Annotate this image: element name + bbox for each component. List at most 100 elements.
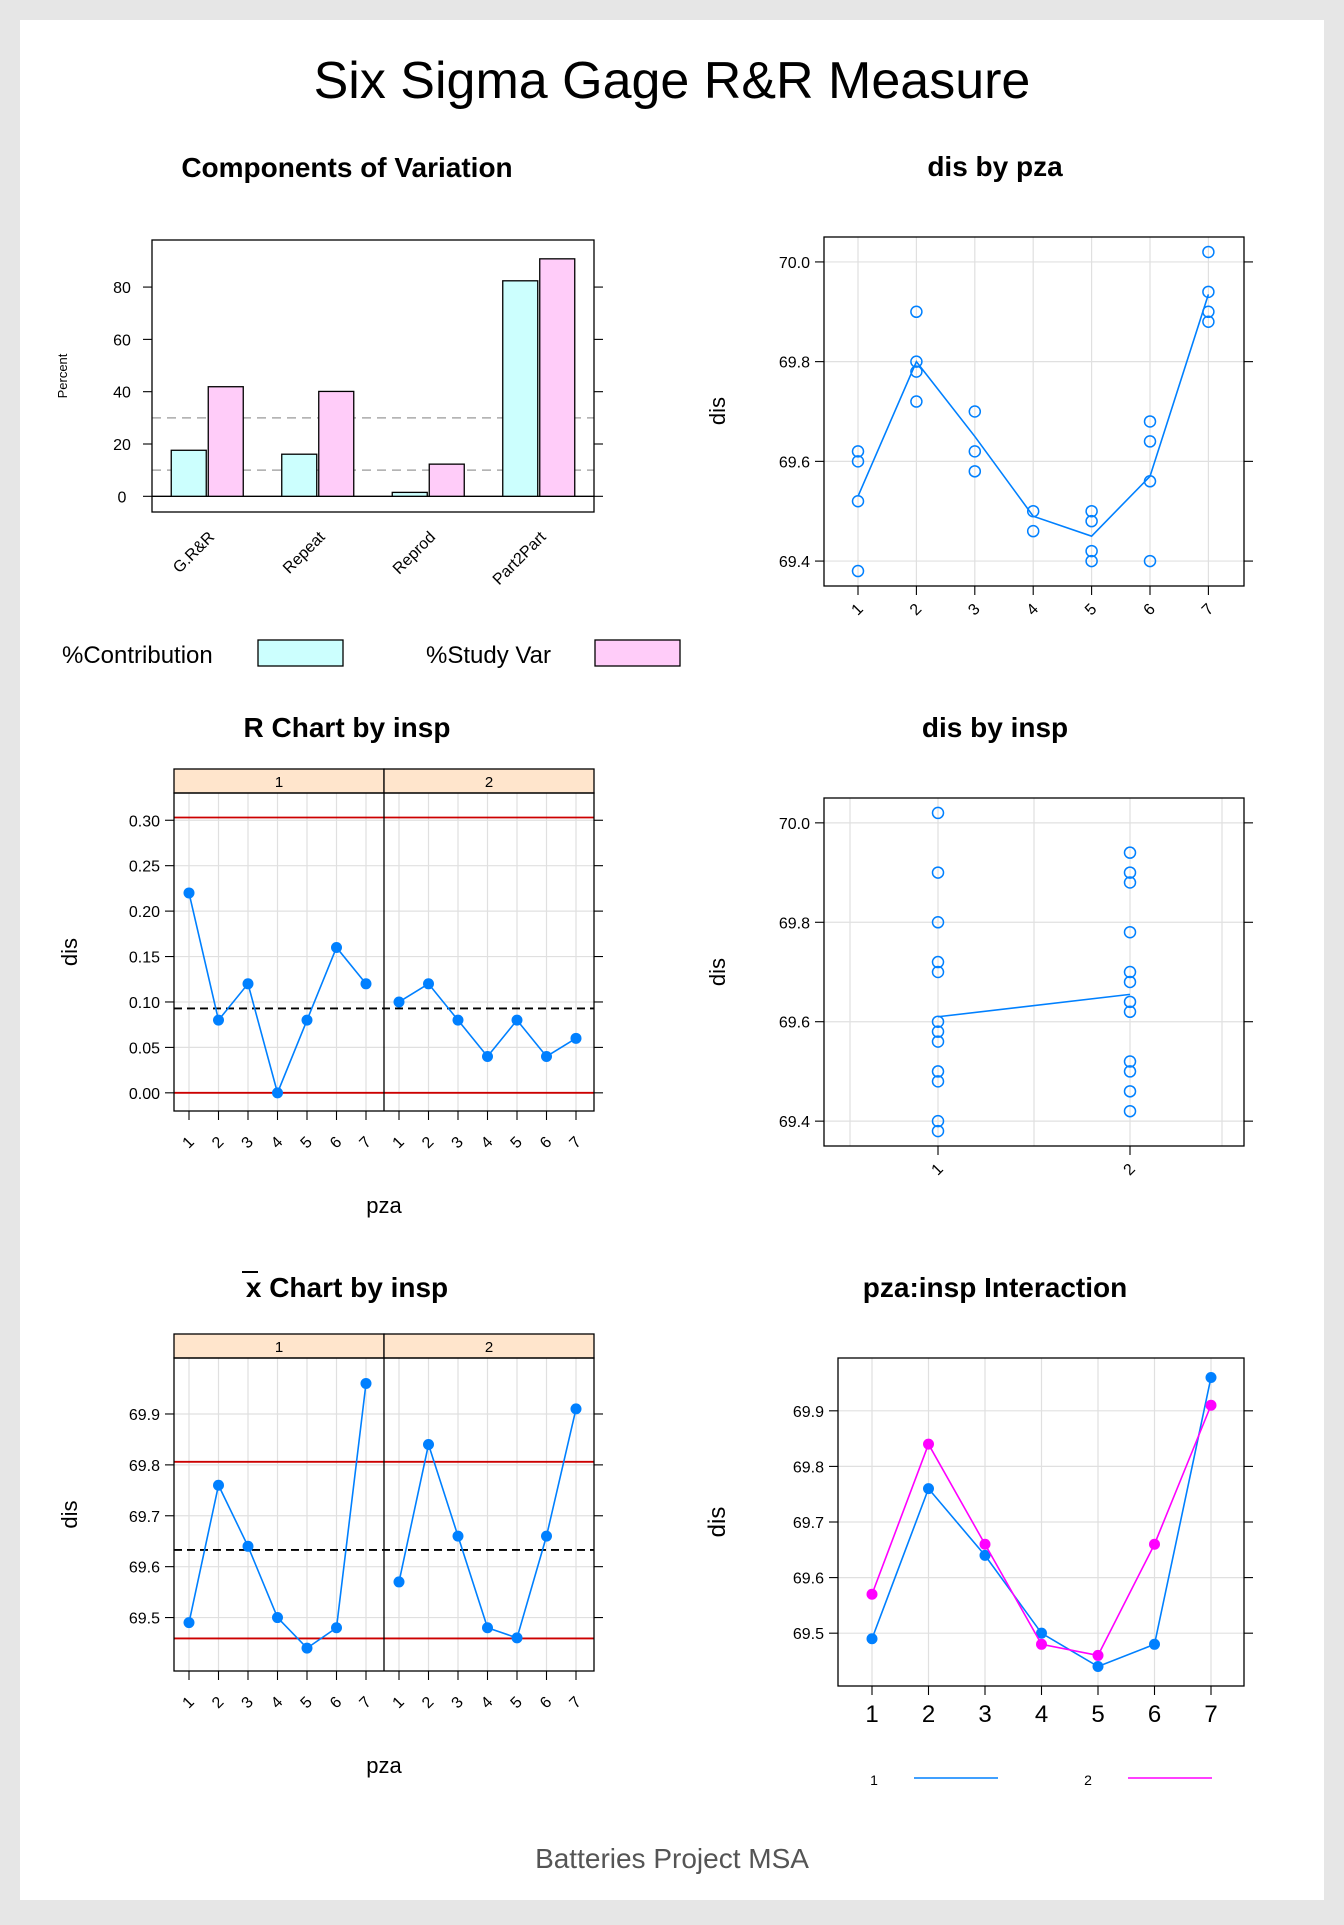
y-tick-label: 69.5 [793, 1626, 824, 1643]
data-point [452, 1530, 464, 1542]
bar-study-var [318, 390, 355, 497]
data-point [1123, 1085, 1137, 1098]
data-point [511, 1014, 523, 1026]
data-point [931, 1015, 945, 1028]
data-point [541, 1050, 552, 1062]
bar-contribution [281, 453, 318, 497]
y-tick-label: 80 [113, 280, 131, 297]
data-point [979, 1549, 991, 1561]
chart-title: dis by insp [922, 712, 1068, 743]
page-background [20, 20, 1324, 1900]
legend-label-series-1: 1 [870, 1772, 878, 1788]
data-point [1205, 1399, 1217, 1411]
data-point [1143, 435, 1157, 448]
data-point [511, 1632, 523, 1644]
data-point [301, 1014, 313, 1026]
y-axis-label: dis [705, 958, 730, 986]
data-point [931, 955, 945, 969]
legend-swatch-contribution [257, 639, 344, 667]
y-tick-label: 69.8 [793, 1459, 824, 1476]
data-point [923, 1438, 934, 1450]
y-axis-label: dis [705, 397, 730, 425]
y-tick-label: 0.10 [129, 995, 160, 1012]
x-tick-label: 7 [1204, 1701, 1217, 1728]
legend-label-study-var: %Study Var [426, 642, 551, 669]
y-tick-label: 0.25 [129, 859, 160, 876]
data-point [331, 941, 342, 953]
data-point [1202, 315, 1215, 329]
y-tick-label: 69.4 [779, 1114, 810, 1131]
page-footer: Batteries Project MSA [535, 1843, 809, 1874]
data-point [1036, 1638, 1047, 1650]
panel-strip-label: 2 [485, 774, 493, 791]
data-point [931, 1114, 945, 1128]
data-point [570, 1032, 582, 1044]
y-axis-label: dis [57, 938, 82, 966]
data-point [482, 1622, 493, 1634]
panel-strip-label: 2 [485, 1339, 493, 1356]
data-point [1026, 504, 1040, 518]
data-point [1143, 415, 1157, 428]
data-point [1123, 1065, 1137, 1078]
data-point [851, 455, 865, 468]
data-point [1092, 1649, 1104, 1661]
data-point [1205, 1371, 1217, 1383]
y-tick-label: 60 [113, 332, 131, 349]
data-point [541, 1530, 552, 1542]
data-point [968, 465, 982, 478]
data-point [393, 996, 405, 1008]
data-point [1085, 544, 1098, 558]
data-point [866, 1633, 878, 1645]
data-point [923, 1483, 934, 1495]
data-point [1085, 554, 1098, 568]
data-point [931, 965, 945, 979]
data-point [360, 1377, 372, 1389]
plot-frame [823, 236, 1245, 587]
data-point [851, 564, 865, 578]
bar-contribution [502, 280, 539, 497]
data-point [851, 445, 865, 458]
data-point [423, 978, 434, 990]
data-point [968, 445, 982, 458]
data-point [1123, 1104, 1137, 1118]
data-point [183, 887, 195, 899]
y-tick-label: 69.8 [779, 915, 810, 932]
bar-contribution [391, 491, 428, 497]
data-point [1085, 504, 1098, 518]
data-point [931, 1035, 945, 1048]
data-point [931, 1025, 945, 1038]
data-point [272, 1612, 283, 1624]
y-tick-label: 0.00 [129, 1086, 160, 1103]
data-point [1202, 285, 1215, 299]
y-tick-label: 69.7 [793, 1515, 824, 1532]
data-point [1085, 514, 1098, 528]
data-point [1026, 524, 1040, 538]
y-tick-label: 69.8 [129, 1458, 160, 1475]
data-point [1123, 925, 1137, 939]
data-point [1123, 965, 1137, 979]
page-title: Six Sigma Gage R&R Measure [314, 52, 1031, 110]
chart-title: dis by pza [927, 151, 1063, 182]
panel-strip [173, 1333, 385, 1359]
data-point [213, 1479, 224, 1491]
data-point [910, 355, 923, 368]
y-tick-label: 69.7 [129, 1509, 160, 1526]
data-point [1149, 1538, 1160, 1550]
data-point [213, 1014, 224, 1026]
data-point [1123, 995, 1137, 1009]
y-axis-label: dis [57, 1500, 82, 1528]
panel-strip-label: 1 [275, 1339, 283, 1356]
y-tick-label: 69.8 [779, 355, 810, 372]
x-tick-label: 6 [1148, 1701, 1161, 1728]
panel-strip [383, 768, 595, 794]
data-point [968, 405, 982, 418]
y-tick-label: 69.6 [779, 454, 810, 471]
x-axis-label: pza [366, 1193, 402, 1218]
data-point [1202, 305, 1215, 319]
y-tick-label: 0.15 [129, 950, 160, 967]
x-tick-label: 1 [865, 1701, 878, 1728]
data-point [931, 916, 945, 929]
y-tick-label: 40 [113, 385, 131, 402]
